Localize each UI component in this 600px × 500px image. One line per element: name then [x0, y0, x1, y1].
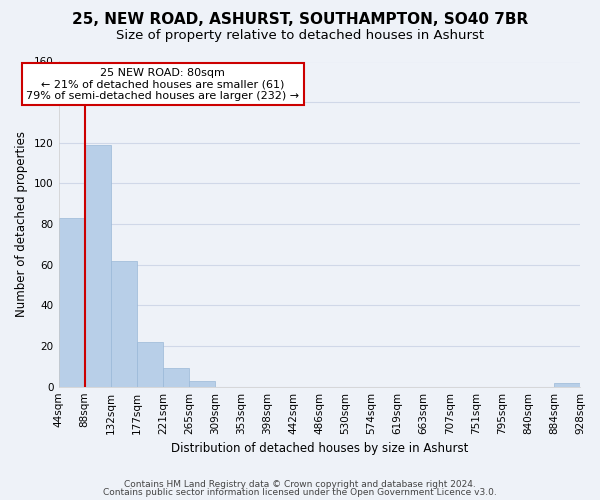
Text: Contains public sector information licensed under the Open Government Licence v3: Contains public sector information licen… — [103, 488, 497, 497]
Text: Size of property relative to detached houses in Ashurst: Size of property relative to detached ho… — [116, 29, 484, 42]
Text: 25, NEW ROAD, ASHURST, SOUTHAMPTON, SO40 7BR: 25, NEW ROAD, ASHURST, SOUTHAMPTON, SO40… — [72, 12, 528, 28]
Text: Contains HM Land Registry data © Crown copyright and database right 2024.: Contains HM Land Registry data © Crown c… — [124, 480, 476, 489]
Bar — [137, 342, 163, 386]
Text: 25 NEW ROAD: 80sqm
← 21% of detached houses are smaller (61)
79% of semi-detache: 25 NEW ROAD: 80sqm ← 21% of detached hou… — [26, 68, 299, 101]
Bar — [189, 380, 215, 386]
Y-axis label: Number of detached properties: Number of detached properties — [16, 131, 28, 317]
X-axis label: Distribution of detached houses by size in Ashurst: Distribution of detached houses by size … — [170, 442, 468, 455]
Bar — [111, 260, 137, 386]
Bar — [59, 218, 85, 386]
Bar — [85, 145, 111, 386]
Bar — [554, 382, 580, 386]
Bar — [163, 368, 189, 386]
